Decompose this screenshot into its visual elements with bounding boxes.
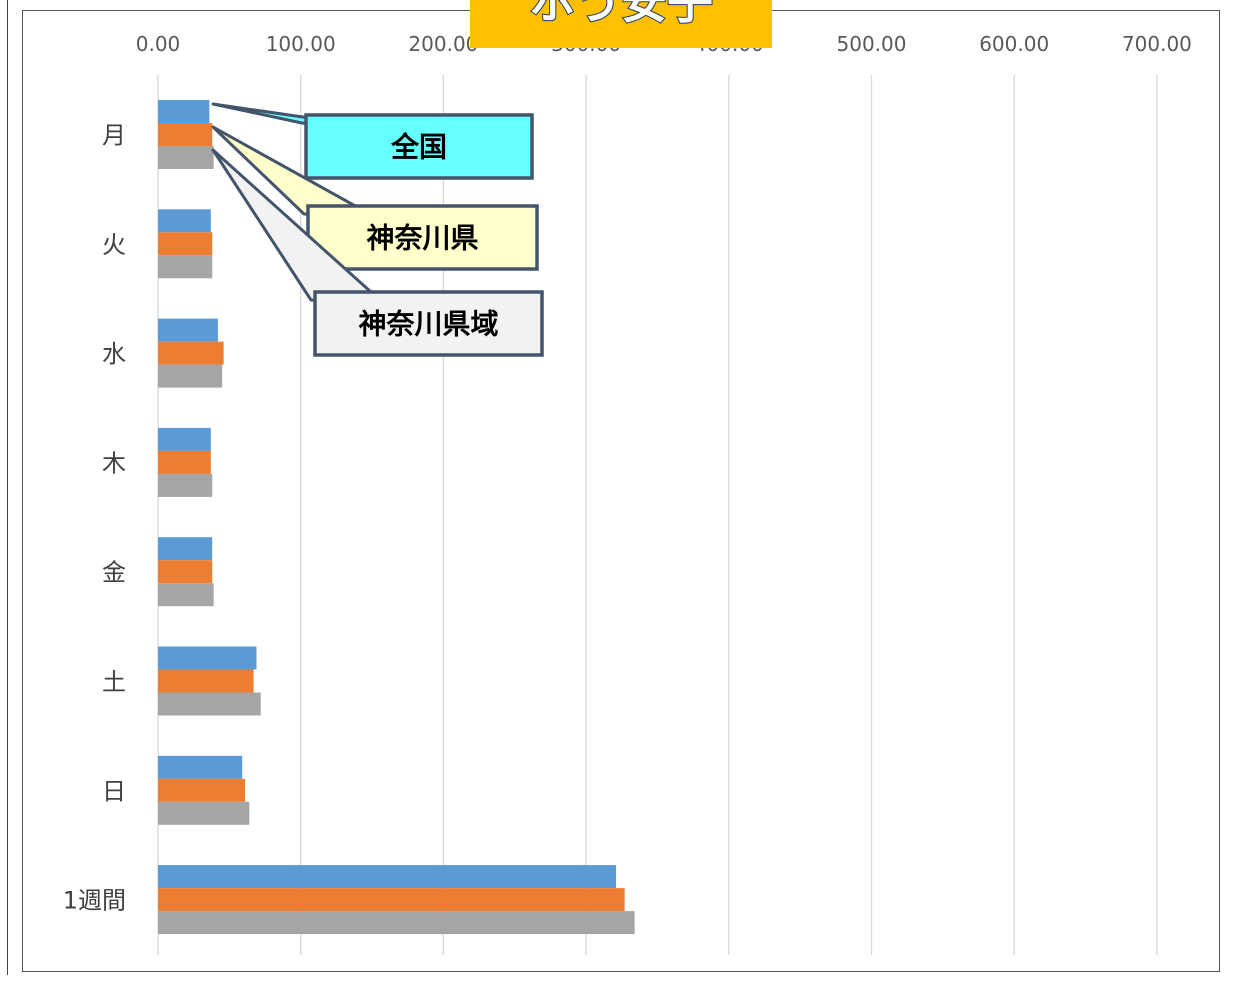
legend-callout-box <box>304 113 534 180</box>
x-tick-label: 200.00 <box>408 32 478 56</box>
bar <box>158 146 214 169</box>
bar <box>158 911 635 935</box>
bar <box>158 801 250 825</box>
category-label: 金 <box>102 559 126 587</box>
bar <box>158 865 617 889</box>
bar <box>158 473 213 497</box>
bar <box>158 341 224 365</box>
x-tick-label: 100.00 <box>266 32 336 56</box>
x-tick-label: 500.00 <box>837 32 907 56</box>
bar <box>158 100 210 123</box>
legend-label: 全国 <box>390 131 447 164</box>
bar <box>158 537 213 561</box>
left-border-rule <box>0 0 8 975</box>
category-label: 土 <box>102 668 126 696</box>
x-tick-label: 600.00 <box>979 32 1049 56</box>
category-label: 月 <box>102 122 126 150</box>
legend-label: 神奈川県 <box>366 222 478 255</box>
category-label: 木 <box>102 449 126 477</box>
category-label: 水 <box>102 340 126 368</box>
chart-title: ホう安子 <box>529 0 713 29</box>
category-label: 日 <box>102 777 126 805</box>
legend-callout-box <box>306 204 539 271</box>
bar <box>158 888 625 912</box>
bar <box>158 778 246 802</box>
bar <box>158 450 211 474</box>
bar <box>158 755 243 779</box>
bar <box>158 209 211 233</box>
legend-label: 神奈川県域 <box>358 308 498 341</box>
bar <box>158 583 214 607</box>
x-tick-label: 700.00 <box>1122 32 1192 56</box>
title-banner <box>470 0 772 48</box>
category-label: 火 <box>102 231 126 259</box>
bar <box>158 692 261 716</box>
bar <box>158 669 254 693</box>
bar <box>158 318 218 342</box>
bar <box>158 427 211 451</box>
category-label: 1週間 <box>63 887 126 915</box>
bar <box>158 364 223 388</box>
bar <box>158 255 213 279</box>
legend-callout-box <box>313 290 544 357</box>
bar <box>158 123 213 146</box>
bar <box>158 560 213 584</box>
bar <box>158 232 213 256</box>
x-tick-label: 0.00 <box>136 32 181 56</box>
bar <box>158 646 257 670</box>
